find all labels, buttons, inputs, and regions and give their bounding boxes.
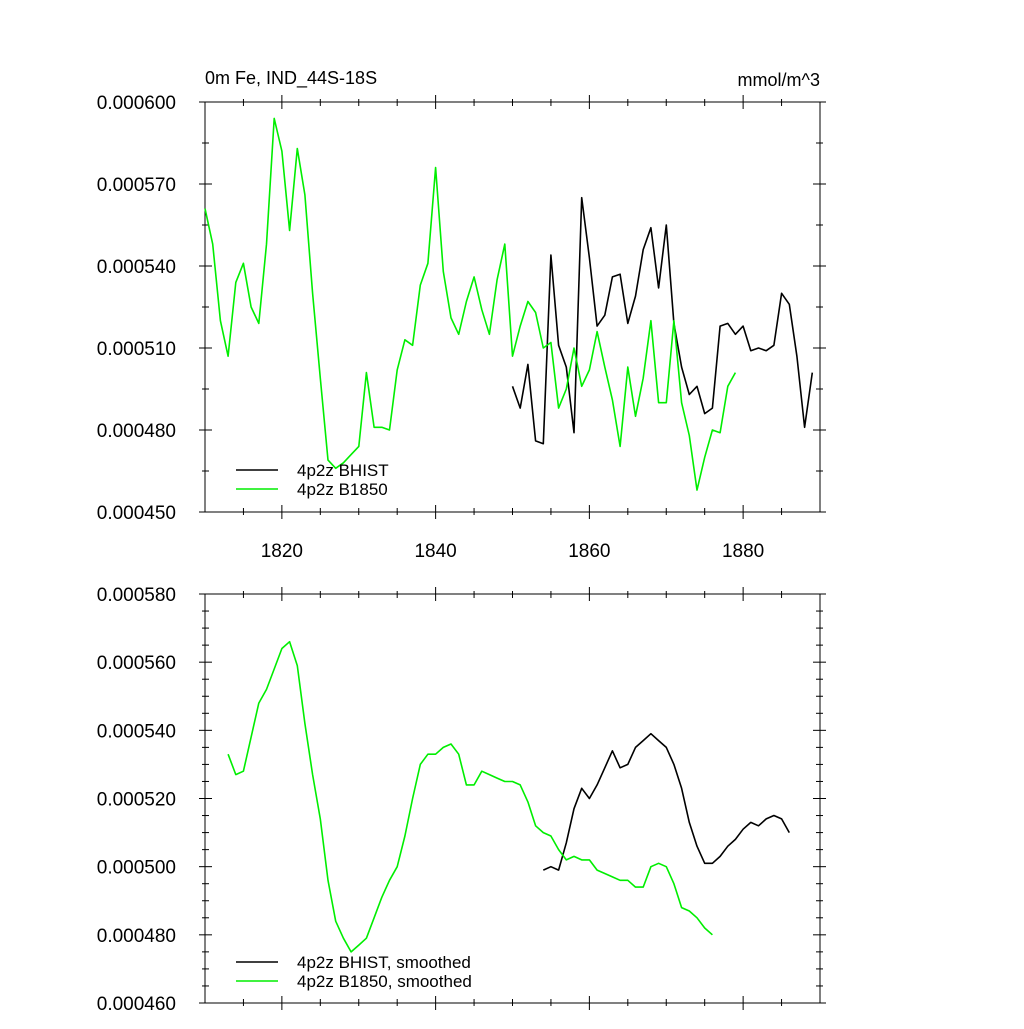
series-line-4p2z-bhist-smoothed bbox=[542, 732, 790, 871]
y-tick-label: 0.000580 bbox=[97, 585, 176, 606]
y-tick-label: 0.000600 bbox=[97, 93, 176, 114]
legend-label: 4p2z B1850, smoothed bbox=[297, 972, 472, 991]
chart-title: 0m Fe, IND_44S-18S bbox=[205, 68, 377, 89]
series-line-4p2z-bhist bbox=[511, 196, 814, 445]
x-tick-label: 1840 bbox=[414, 541, 456, 562]
y-tick-label: 0.000540 bbox=[97, 257, 176, 278]
units-label: mmol/m^3 bbox=[738, 70, 820, 90]
y-tick-label: 0.000560 bbox=[97, 653, 176, 674]
chart-panel-1: 0.000450 0.000480 0.000510 0.000540 0.000570… bbox=[97, 93, 826, 562]
series-line-4p2z-b1850 bbox=[204, 117, 737, 491]
legend-label: 4p2z BHIST, smoothed bbox=[297, 953, 471, 972]
y-tick-label: 0.000570 bbox=[97, 175, 176, 196]
chart-panel-2: 0.000460 0.000480 0.000500 0.000520 0.000540… bbox=[97, 585, 826, 1015]
y-tick-label: 0.000510 bbox=[97, 339, 176, 360]
series-line-4p2z-b1850-smoothed bbox=[227, 640, 713, 953]
legend-label: 4p2z BHIST bbox=[297, 461, 389, 480]
legend-label: 4p2z B1850 bbox=[297, 480, 388, 499]
y-tick-label: 0.000500 bbox=[97, 858, 176, 879]
y-tick-label: 0.000480 bbox=[97, 926, 176, 947]
y-tick-label: 0.000480 bbox=[97, 421, 176, 442]
x-tick-label: 1860 bbox=[568, 541, 610, 562]
x-tick-label: 1820 bbox=[261, 541, 303, 562]
y-tick-label: 0.000520 bbox=[97, 790, 176, 811]
y-tick-label: 0.000540 bbox=[97, 721, 176, 742]
x-tick-label: 1880 bbox=[722, 541, 764, 562]
y-tick-label: 0.000450 bbox=[97, 503, 176, 524]
y-tick-label: 0.000460 bbox=[97, 994, 176, 1015]
